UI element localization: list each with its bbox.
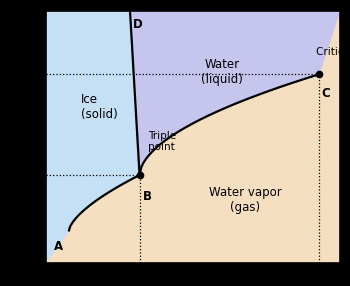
Text: D: D xyxy=(133,18,143,31)
X-axis label: Temperature: Temperature xyxy=(160,266,225,276)
Text: C: C xyxy=(322,87,331,100)
Text: Critical p: Critical p xyxy=(316,47,350,57)
Text: A: A xyxy=(54,241,63,253)
Text: B: B xyxy=(142,190,152,203)
Text: Water vapor
(gas): Water vapor (gas) xyxy=(209,186,282,214)
Text: Triple
point: Triple point xyxy=(148,131,176,152)
Polygon shape xyxy=(46,11,140,263)
Text: Water
(liquid): Water (liquid) xyxy=(201,58,243,86)
Polygon shape xyxy=(130,11,340,175)
Y-axis label: Pressure: Pressure xyxy=(33,115,43,160)
Text: Ice
(solid): Ice (solid) xyxy=(81,93,118,121)
